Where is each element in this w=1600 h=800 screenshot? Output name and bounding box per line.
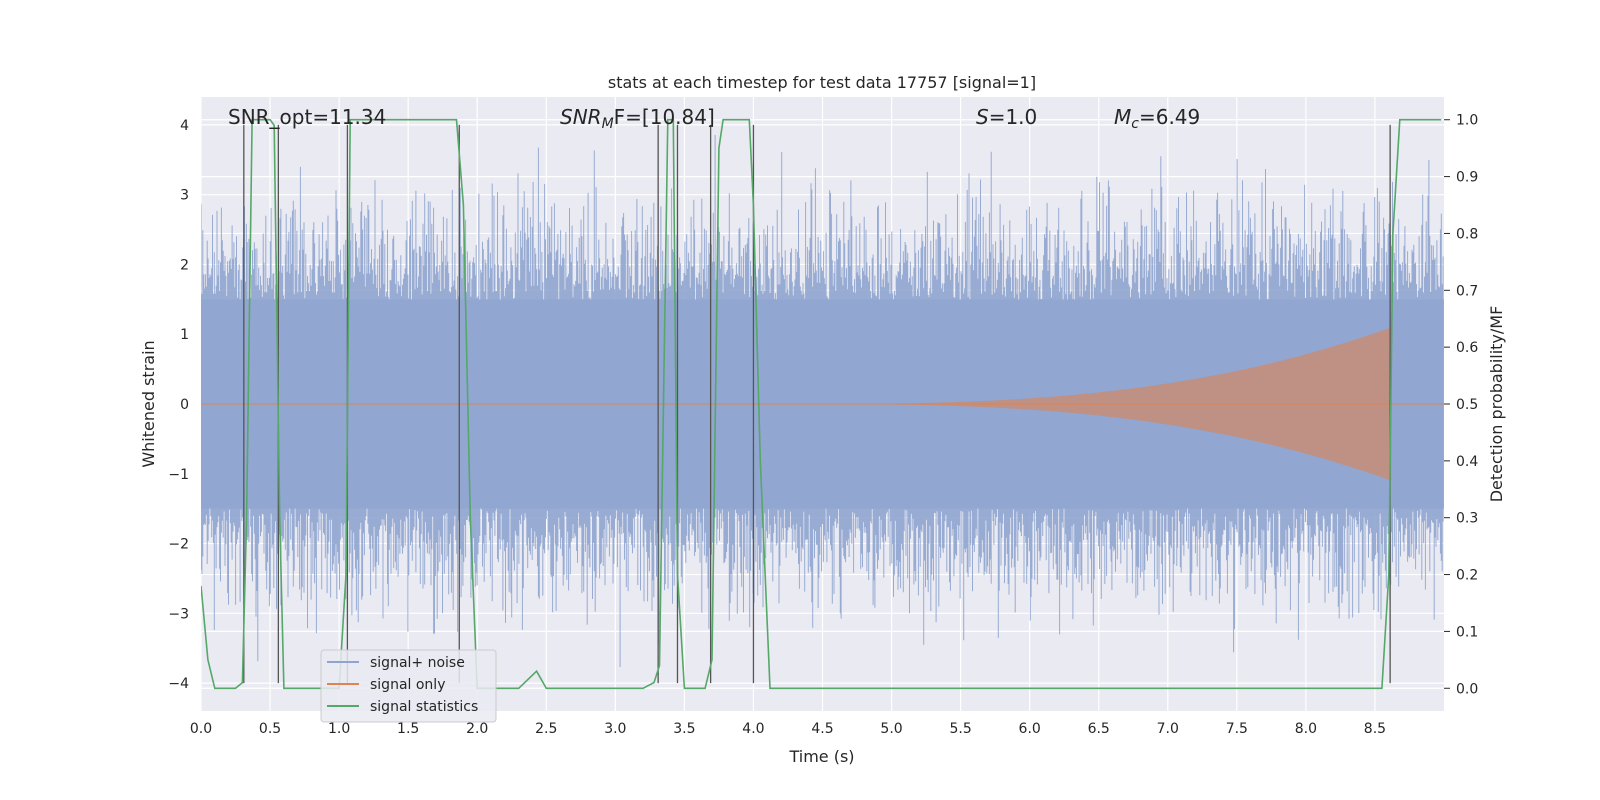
y-right-tick-label: 0.3 [1456,511,1478,527]
legend-entry-signal-only: signal only [370,677,445,693]
y-left-tick-label: −4 [168,676,189,692]
y-left-tick-label: 0 [180,397,189,413]
x-tick-label: 8.5 [1364,721,1386,737]
y-left-tick-label: −3 [168,606,189,622]
annotation-mc-value: =6.49 [1139,105,1200,129]
x-tick-label: 0.5 [259,721,281,737]
annotation-s-value: =1.0 [989,105,1038,129]
y-left-tick-label: −1 [168,467,189,483]
y-right-tick-label: 0.4 [1456,454,1478,470]
y-right-tick-label: 0.9 [1456,170,1478,186]
annotation-snr-mf: SNRMF=[10.84] [560,105,715,132]
x-tick-label: 1.0 [328,721,350,737]
y-right-tick-label: 1.0 [1456,113,1478,129]
annotation-mc-subscript: c [1131,116,1139,132]
chart-title: stats at each timestep for test data 177… [608,73,1036,92]
y-right-tick-label: 0.5 [1456,397,1478,413]
annotation-s: S=1.0 [976,105,1037,129]
annotation-snr-mf-subscript: M [602,116,614,132]
y-left-axis-label: Whitened strain [139,340,158,467]
legend-entry-signal-noise: signal+ noise [370,655,465,671]
x-tick-label: 0.0 [190,721,212,737]
x-tick-label: 6.0 [1019,721,1041,737]
x-tick-label: 8.0 [1295,721,1317,737]
y-right-tick-label: 0.2 [1456,568,1478,584]
x-tick-label: 3.5 [673,721,695,737]
legend-box [320,649,497,723]
y-left-tick-label: 2 [180,257,189,273]
y-right-axis-label: Detection probability/MF [1487,306,1506,503]
y-left-tick-label: 3 [180,188,189,204]
x-tick-label: 6.5 [1088,721,1110,737]
x-tick-label: 2.5 [535,721,557,737]
y-right-tick-label: 0.6 [1456,340,1478,356]
annotation-s-symbol: S [976,105,989,129]
legend: signal+ noise signal only signal statist… [320,649,497,723]
y-right-tick-label: 0.0 [1456,681,1478,697]
x-tick-label: 7.5 [1226,721,1248,737]
x-tick-label: 5.5 [949,721,971,737]
y-left-tick-label: 1 [180,327,189,343]
y-left-tick-label: 4 [180,118,189,134]
x-tick-label: 4.5 [811,721,833,737]
y-right-tick-label: 0.7 [1456,283,1478,299]
x-tick-label: 5.0 [880,721,902,737]
y-right-tick-label: 0.1 [1456,624,1478,640]
annotation-mc-symbol: M [1114,105,1131,129]
x-tick-label: 3.0 [604,721,626,737]
annotation-snr-mf-value: F=[10.84] [614,105,715,129]
y-right-axis-ticks: 1.0 0.9 0.8 0.7 0.6 0.5 0.4 0.3 0.2 0.1 0.0 [1444,113,1478,697]
x-axis-ticks: 0.0 0.5 1.0 1.5 2.0 2.5 3.0 3.5 4.0 4.5 5.0 5.5 6.0 6… [190,721,1386,737]
x-tick-label: 4.0 [742,721,764,737]
x-tick-label: 2.0 [466,721,488,737]
y-right-tick-label: 0.8 [1456,226,1478,242]
annotation-snr-opt: SNR_opt=11.34 [228,105,386,129]
x-axis-label: Time (s) [788,747,854,766]
x-tick-label: 1.5 [397,721,419,737]
annotation-mc: Mc=6.49 [1114,105,1200,132]
y-left-axis-ticks: 4 3 2 1 0 −1 −2 −3 −4 [168,118,189,692]
signal-statistics-line [201,118,1442,690]
annotation-snr-mf-symbol: SNR [560,105,602,129]
legend-entry-signal-statistics: signal statistics [370,699,478,715]
x-tick-label: 7.0 [1157,721,1179,737]
y-left-tick-label: −2 [168,537,189,553]
